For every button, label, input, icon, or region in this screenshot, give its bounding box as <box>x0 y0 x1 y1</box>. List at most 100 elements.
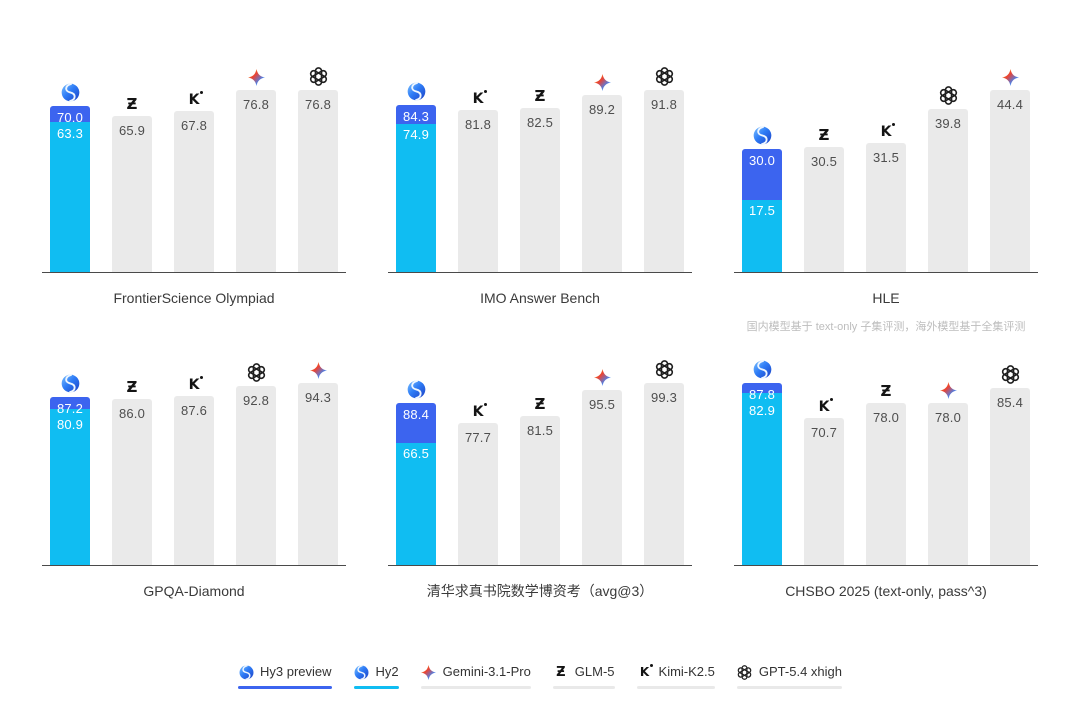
bar-value-label: 78.0 <box>934 410 962 426</box>
glm-logo-icon: Ƶ <box>520 392 560 412</box>
chart-plot-area: 88.4 66.5 K 77.7 Ƶ 81.5 95.5 99.3 <box>388 360 692 566</box>
legend-item-row: Gemini-3.1-Pro <box>421 664 531 680</box>
chart-title: CHSBO 2025 (text-only, pass^3) <box>785 583 987 599</box>
legend-item-hy3-preview[interactable]: Hy3 preview <box>238 664 332 689</box>
bar-segment-hy2 <box>50 122 90 272</box>
legend: Hy3 preview Hy2 Gemini-3.1-Pro Ƶ GLM-5 K Kimi-… <box>0 664 1080 689</box>
legend-underline <box>736 686 842 689</box>
bar-hy3-preview: 88.4 66.5 <box>396 402 436 565</box>
bar-value-label-hy3: 30.0 <box>748 153 776 169</box>
bar-value-label-hy2: 82.9 <box>748 403 776 418</box>
bar-glm: 30.5 <box>804 146 844 272</box>
bar-value-label: 86.0 <box>118 406 146 422</box>
bar-segment-hy2 <box>742 393 782 565</box>
bar-kimi: 81.8 <box>458 109 498 272</box>
glm-logo-icon: Ƶ <box>556 664 566 680</box>
bar-hy3-preview: 30.0 17.5 <box>742 149 782 272</box>
bar-value-label-hy3: 87.2 <box>56 400 84 416</box>
bar-value-label-hy3: 70.0 <box>56 110 84 126</box>
legend-item-gemini-3-1-pro[interactable]: Gemini-3.1-Pro <box>420 664 531 689</box>
bar-glm: 81.5 <box>520 415 560 565</box>
legend-item-glm-5[interactable]: Ƶ GLM-5 <box>552 664 615 689</box>
glm-logo-icon: Ƶ <box>804 123 844 143</box>
bar-value-label: 87.6 <box>180 402 208 418</box>
charts-grid: 70.0 63.3 Ƶ 65.9 K 67.8 76.8 76.8 FrontierScienc… <box>21 67 1059 600</box>
glm-logo-icon: Ƶ <box>818 125 830 144</box>
kimi-logo-icon: K <box>189 91 204 107</box>
kimi-logo-icon: K <box>458 399 498 419</box>
legend-item-gpt-5-4-xhigh[interactable]: GPT-5.4 xhigh <box>736 664 842 689</box>
benchmark-chart: 70.0 63.3 Ƶ 65.9 K 67.8 76.8 76.8 FrontierScienc… <box>21 67 367 307</box>
bar-segment-hy2 <box>396 443 436 565</box>
gpt-logo-icon <box>644 66 684 86</box>
legend-item-hy2[interactable]: Hy2 <box>353 664 399 689</box>
x-axis-baseline <box>388 564 692 566</box>
hy-logo-icon <box>354 664 370 680</box>
bar-kimi: 77.7 <box>458 422 498 565</box>
x-axis-baseline <box>42 564 346 566</box>
bar-glm: 65.9 <box>112 115 152 272</box>
x-axis-baseline <box>42 271 346 273</box>
bar-value-label: 78.0 <box>872 410 900 426</box>
kimi-logo-icon: K <box>174 372 214 392</box>
bar-value-label: 76.8 <box>242 97 270 112</box>
bar-gemini: 76.8 <box>236 90 276 272</box>
chart-footnote: 国内模型基于 text-only 子集评测，海外模型基于全集评测 <box>746 321 1026 333</box>
chart-plot-area: 87.2 80.9 Ƶ 86.0 K 87.6 92.8 94.3 <box>42 362 346 566</box>
bar-value-label: 77.7 <box>464 429 492 445</box>
gpt-logo-icon <box>737 664 753 680</box>
gemini-logo-icon <box>582 366 622 386</box>
legend-item-row: GPT-5.4 xhigh <box>737 664 842 680</box>
legend-underline <box>238 686 332 689</box>
bar-gpt: 99.3 <box>644 383 684 565</box>
gpt-logo-icon <box>928 85 968 105</box>
benchmark-chart: 87.2 80.9 Ƶ 86.0 K 87.6 92.8 94.3 GPQA-Diamond <box>21 362 367 600</box>
kimi-logo-icon: K <box>189 375 204 392</box>
x-axis-baseline <box>388 271 692 273</box>
bar-value-label-hy3: 84.3 <box>402 108 430 124</box>
bar-value-label: 70.7 <box>810 425 838 441</box>
legend-item-label: Gemini-3.1-Pro <box>442 664 531 679</box>
bar-value-label: 89.2 <box>588 102 616 118</box>
bar-value-label: 67.8 <box>180 118 208 134</box>
chart-plot-area: 30.0 17.5 Ƶ 30.5 K 31.5 39.8 44.4 <box>734 69 1038 273</box>
benchmark-chart: 84.3 74.9 K 81.8 Ƶ 82.5 89.2 91.8 IMO Answer Ben… <box>367 67 713 307</box>
bar-glm: 86.0 <box>112 399 152 565</box>
bar-value-label: 99.3 <box>650 390 678 405</box>
bar-value-label: 94.3 <box>304 390 332 405</box>
glm-logo-icon: Ƶ <box>112 375 152 395</box>
benchmark-chart: 30.0 17.5 Ƶ 30.5 K 31.5 39.8 44.4 HLE 国内模型基于 text… <box>713 69 1059 333</box>
bar-gpt: 76.8 <box>298 90 338 272</box>
legend-item-row: Hy3 preview <box>238 664 332 680</box>
gemini-logo-icon <box>236 66 276 86</box>
kimi-logo-icon: K <box>819 398 834 414</box>
glm-logo-icon: Ƶ <box>880 382 892 401</box>
bar-gpt: 92.8 <box>236 385 276 565</box>
kimi-logo-icon: K <box>866 119 906 139</box>
gemini-logo-icon <box>928 379 968 400</box>
legend-underline <box>353 686 399 689</box>
hy-logo-icon <box>396 379 436 399</box>
kimi-logo-icon: K <box>174 87 214 107</box>
bar-kimi: 31.5 <box>866 142 906 272</box>
legend-item-kimi-k2-5[interactable]: K Kimi-K2.5 <box>636 664 715 689</box>
bar-hy3-preview: 87.2 80.9 <box>50 396 90 565</box>
bar-value-label-hy2: 74.9 <box>402 126 430 142</box>
kimi-logo-icon: K <box>804 394 844 414</box>
chart-plot-area: 87.8 82.9 K 70.7 Ƶ 78.0 78.0 85.4 <box>734 360 1038 566</box>
kimi-logo-icon: K <box>640 664 654 678</box>
bar-value-label: 91.8 <box>650 97 678 112</box>
chart-title: IMO Answer Bench <box>480 290 600 306</box>
bar-value-label: 44.4 <box>996 97 1024 112</box>
bar-value-label-hy2: 80.9 <box>56 416 84 432</box>
bar-value-label: 92.8 <box>242 392 270 408</box>
bar-kimi: 70.7 <box>804 418 844 565</box>
bar-gemini: 94.3 <box>298 383 338 565</box>
bar-kimi: 67.8 <box>174 111 214 272</box>
bar-segment-hy2 <box>396 123 436 272</box>
hy-logo-icon <box>742 125 782 146</box>
bar-value-label: 85.4 <box>996 394 1024 410</box>
kimi-logo-icon: K <box>458 86 498 106</box>
bar-segment-hy2 <box>742 200 782 272</box>
